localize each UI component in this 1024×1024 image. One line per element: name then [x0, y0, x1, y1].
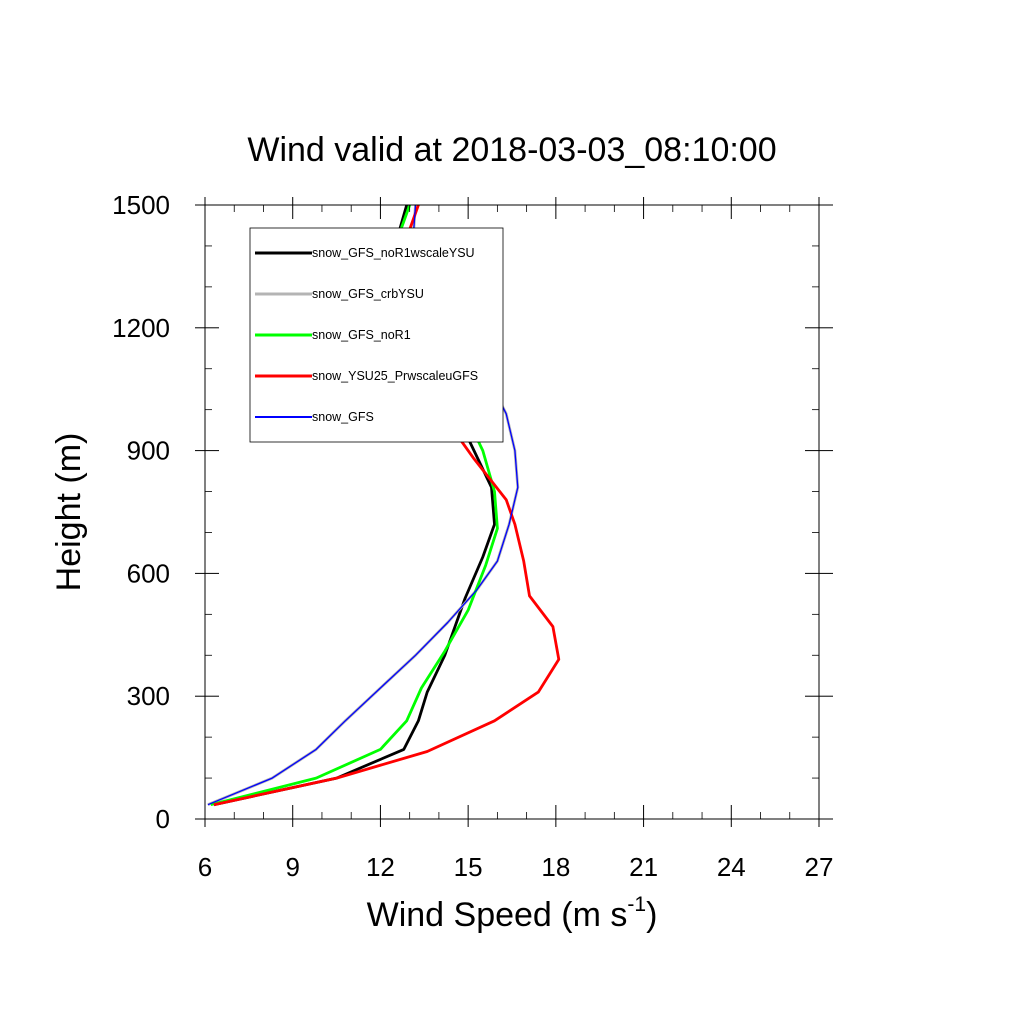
x-tick-label: 15: [454, 852, 483, 882]
y-tick-label: 600: [127, 558, 170, 588]
x-tick-label: 21: [629, 852, 658, 882]
x-tick-label: 18: [541, 852, 570, 882]
x-tick-label: 24: [717, 852, 746, 882]
y-tick-label: 1500: [112, 190, 170, 220]
y-tick-label: 300: [127, 681, 170, 711]
y-tick-label: 1200: [112, 313, 170, 343]
y-axis-label: Height (m): [50, 433, 88, 592]
axis-layer: 6 9 12 15 18 21 24 27 0 300 600 900 1200 1500: [112, 190, 833, 882]
legend: snow_GFS_noR1wscaleYSU snow_GFS_crbYSUsno…: [249, 227, 504, 443]
x-tick-label: 6: [198, 852, 212, 882]
x-axis-label: Wind Speed (m s-1): [367, 893, 658, 934]
x-tick-label: 9: [285, 852, 299, 882]
y-tick-label: 900: [127, 436, 170, 466]
x-axis-label-close: ): [646, 896, 657, 934]
legend-label: snow_YSU25_PrwscaleuGFS: [312, 369, 478, 383]
legend-label: snow_GFS: [312, 410, 374, 424]
legend-label: snow_GFS_noR1: [312, 328, 411, 342]
x-tick-label: 12: [366, 852, 395, 882]
legend-label: snow_GFS_noR1wscaleYSU: [312, 246, 475, 260]
x-axis-label-superscript: -1: [627, 893, 646, 916]
y-tick-label: 0: [156, 804, 170, 834]
legend-label: snow_GFS_crbYSU: [312, 287, 424, 301]
chart-title: Wind valid at 2018-03-03_08:10:00: [247, 131, 776, 169]
x-tick-label: 27: [805, 852, 834, 882]
plot-frame: [204, 204, 820, 820]
